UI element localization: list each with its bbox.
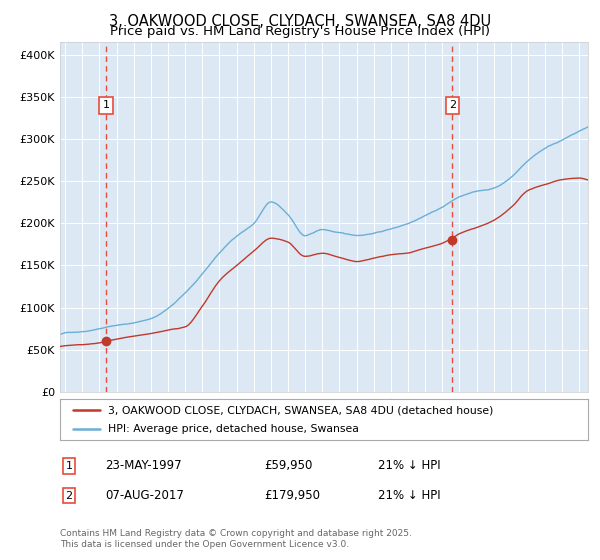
Text: 23-MAY-1997: 23-MAY-1997 xyxy=(105,459,182,473)
Text: 07-AUG-2017: 07-AUG-2017 xyxy=(105,489,184,502)
Text: 1: 1 xyxy=(65,461,73,471)
Text: 1: 1 xyxy=(103,100,110,110)
Text: Contains HM Land Registry data © Crown copyright and database right 2025.
This d: Contains HM Land Registry data © Crown c… xyxy=(60,529,412,549)
Text: 3, OAKWOOD CLOSE, CLYDACH, SWANSEA, SA8 4DU: 3, OAKWOOD CLOSE, CLYDACH, SWANSEA, SA8 … xyxy=(109,14,491,29)
Text: 21% ↓ HPI: 21% ↓ HPI xyxy=(378,459,440,473)
Text: £179,950: £179,950 xyxy=(264,489,320,502)
Text: 2: 2 xyxy=(65,491,73,501)
Text: £59,950: £59,950 xyxy=(264,459,313,473)
Text: 3, OAKWOOD CLOSE, CLYDACH, SWANSEA, SA8 4DU (detached house): 3, OAKWOOD CLOSE, CLYDACH, SWANSEA, SA8 … xyxy=(107,405,493,415)
Text: 2: 2 xyxy=(449,100,456,110)
Text: HPI: Average price, detached house, Swansea: HPI: Average price, detached house, Swan… xyxy=(107,424,358,433)
Text: 21% ↓ HPI: 21% ↓ HPI xyxy=(378,489,440,502)
Text: Price paid vs. HM Land Registry's House Price Index (HPI): Price paid vs. HM Land Registry's House … xyxy=(110,25,490,38)
